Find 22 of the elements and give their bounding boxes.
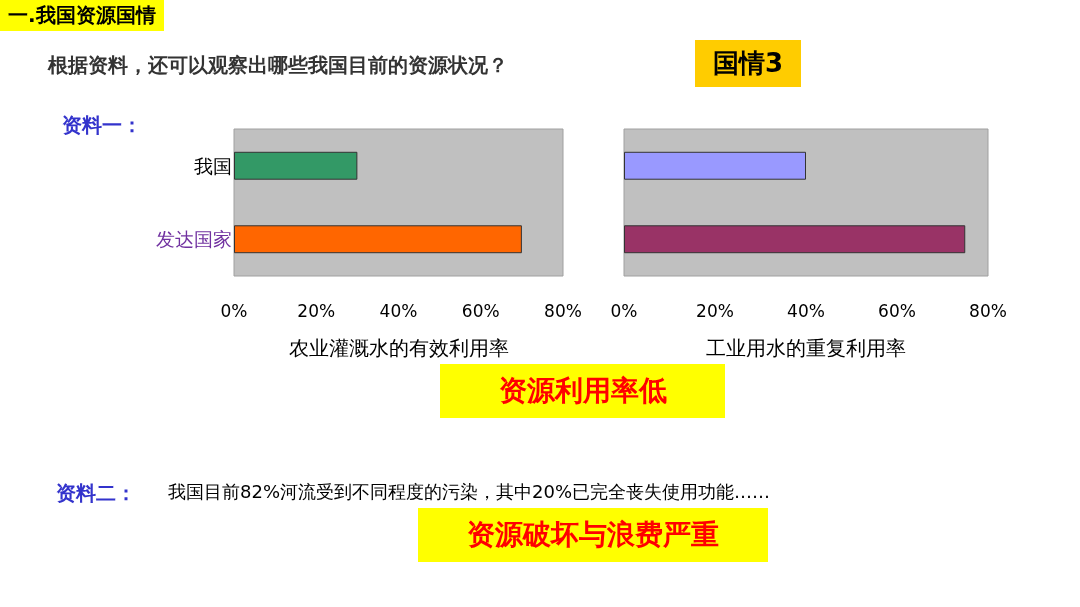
x-tick-label: 0% [610,300,638,321]
x-tick-label: 40% [787,300,825,321]
text: 资源利用率低 [440,364,725,418]
text: 资料一： [62,112,142,139]
y-tick-label: 我国 [194,154,232,177]
x-tick-label: 20% [297,300,336,321]
text: 我国目前82%河流受到不同程度的污染，其中20%已完全丧失使用功能…… [168,480,771,504]
x-tick-label: 80% [969,300,1007,321]
x-tick-label: 80% [544,300,582,321]
text: 根据资料，还可以观察出哪些我国目前的资源状况？ [48,52,508,79]
text: 一.我国资源国情 [0,0,164,31]
x-tick-label: 0% [220,300,248,321]
text: 资源破坏与浪费严重 [418,508,768,562]
x-axis-title: 工业用水的重复利用率 [706,336,906,360]
x-tick-label: 60% [461,300,500,321]
x-tick-label: 40% [379,300,418,321]
x-tick-label: 20% [696,300,734,321]
text: 资料二： [56,480,136,507]
x-axis-title: 农业灌溉水的有效利用率 [288,336,509,360]
y-tick-label: 发达国家 [156,228,232,251]
x-tick-label: 60% [878,300,916,321]
text: 国情3 [695,40,802,87]
